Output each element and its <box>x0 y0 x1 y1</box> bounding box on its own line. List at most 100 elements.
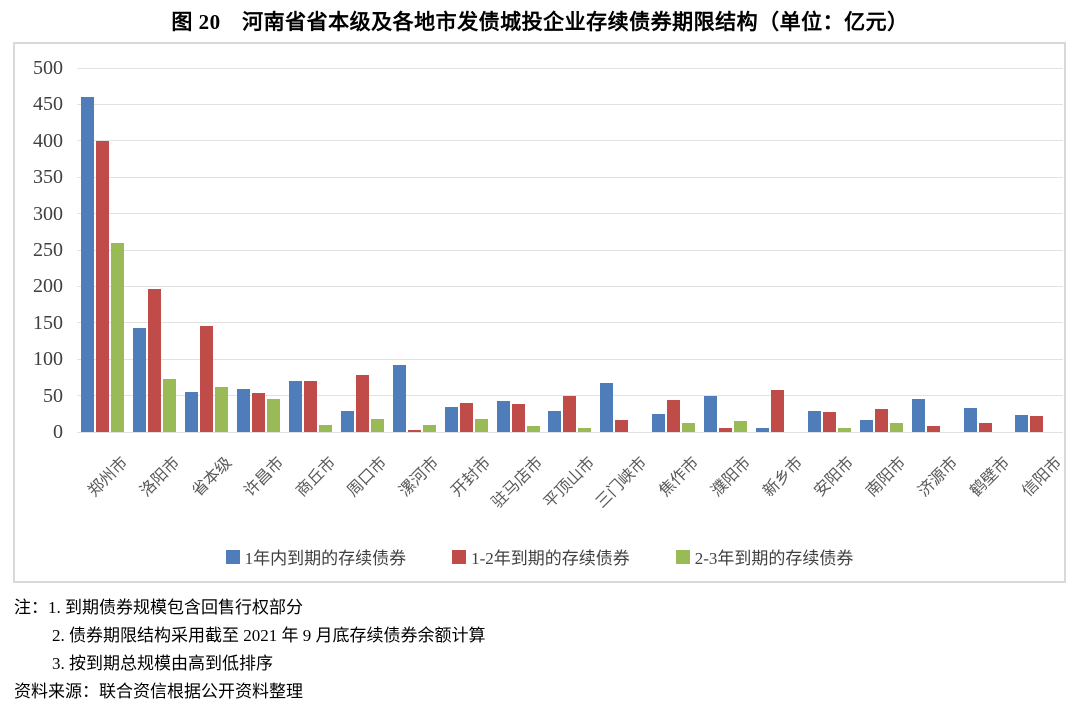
bar-group <box>336 68 388 432</box>
x-axis-category-label: 漯河市 <box>396 454 443 501</box>
legend-label: 1年内到期的存续债券 <box>244 549 407 568</box>
bar <box>319 425 332 432</box>
bar-group <box>907 68 959 432</box>
bar <box>370 418 384 432</box>
bar <box>304 381 317 432</box>
gridline <box>77 358 1063 360</box>
y-axis-tick-label: 200 <box>33 275 63 298</box>
y-axis-tick-label: 50 <box>43 384 63 407</box>
legend-label: 1-2年到期的存续债券 <box>471 549 630 568</box>
gridline <box>77 103 1063 105</box>
chart-legend: 1年内到期的存续债券 1-2年到期的存续债券 2-3年到期的存续债券 <box>15 544 1064 569</box>
x-axis-category-label: 郑州市 <box>85 454 132 501</box>
gridline <box>77 285 1063 287</box>
bar-group <box>803 68 855 432</box>
note-line-1: 注：1. 到期债券规模包含回售行权部分 <box>14 598 303 617</box>
bar <box>1030 415 1044 432</box>
bar <box>807 410 821 432</box>
bar <box>978 422 992 432</box>
x-axis-category-label: 信阳市 <box>1019 454 1066 501</box>
legend-swatch-blue-icon <box>225 549 240 564</box>
x-axis: 郑州市 洛阳市 省本级 许昌市 商丘市 周口市 漯河市 开封市 驻马店市 平顶山市 三门峡市 焦作市濮… <box>77 442 1066 552</box>
bar <box>459 402 473 432</box>
legend-item-1-2y: 1-2年到期的存续债券 <box>452 544 630 569</box>
bar <box>111 242 125 432</box>
y-axis-tick-label: 150 <box>33 311 63 334</box>
bar <box>252 392 266 432</box>
y-axis-tick-label: 0 <box>53 421 63 443</box>
gridline <box>77 67 1063 69</box>
source-line: 资料来源：联合资信根据公开资料整理 <box>14 682 303 701</box>
y-axis-tick-label: 250 <box>33 239 63 261</box>
bar-group <box>596 68 648 432</box>
bar <box>133 327 147 432</box>
gridline <box>77 140 1063 142</box>
bar <box>422 425 436 432</box>
y-axis-tick-label: 350 <box>33 166 63 189</box>
legend-label: 2-3年到期的存续债券 <box>694 549 854 568</box>
bar-group <box>492 68 544 432</box>
bar <box>200 326 214 432</box>
x-axis-category-label: 新乡市 <box>759 454 806 501</box>
y-axis-tick-label: 500 <box>33 57 63 79</box>
x-axis-category-label: 驻马店市 <box>489 454 547 512</box>
note-line-2: 2. 债券期限结构采用截至 2021 年 9 月底存续债券余额计算 <box>52 626 486 645</box>
bar <box>719 428 733 432</box>
bar <box>548 410 562 432</box>
y-axis-tick-label: 100 <box>33 348 63 371</box>
bar <box>81 97 95 432</box>
x-axis-category-label: 焦作市 <box>656 454 703 501</box>
bar <box>340 410 354 432</box>
bar-group <box>648 68 700 432</box>
bar <box>734 421 748 432</box>
bar <box>96 140 110 432</box>
bar <box>496 400 510 432</box>
bar <box>237 389 251 432</box>
bar <box>874 409 888 432</box>
y-axis-tick-label: 400 <box>33 129 63 152</box>
bar <box>407 429 421 432</box>
bar <box>148 289 162 432</box>
x-axis-category-label: 洛阳市 <box>137 454 184 501</box>
x-axis-category-label: 省本级 <box>189 454 236 501</box>
legend-swatch-red-icon <box>452 549 467 564</box>
bar <box>526 426 540 432</box>
bar <box>615 420 629 432</box>
bar <box>652 413 666 432</box>
x-axis-category-label: 濮阳市 <box>707 454 754 501</box>
bar-group <box>285 68 337 432</box>
y-axis-tick-label: 450 <box>33 93 63 116</box>
x-axis-category-label: 三门峡市 <box>592 454 651 512</box>
bar <box>682 422 696 432</box>
bar-group <box>959 68 1011 432</box>
bar <box>289 381 302 432</box>
footnotes: 注：1. 到期债券规模包含回售行权部分 2. 债券期限结构采用截至 2021 年… <box>14 594 1014 706</box>
bar-group <box>752 68 804 432</box>
gridline <box>77 176 1063 178</box>
bar-group <box>1011 68 1063 432</box>
note-line-3: 3. 按到期总规模由高到低排序 <box>52 654 273 673</box>
bar <box>926 426 940 432</box>
bar-group <box>388 68 440 432</box>
bar <box>667 399 681 432</box>
bar <box>822 412 836 432</box>
bar <box>563 396 577 432</box>
bar <box>889 423 903 432</box>
x-axis-category-label: 南阳市 <box>863 454 910 501</box>
gridline <box>77 249 1063 251</box>
chart-area: 0 50 100 150 200 250 300 350 400 450 500 郑州市 洛阳市 省本级… <box>13 42 1066 583</box>
bar <box>771 389 785 432</box>
bar-group <box>440 68 492 432</box>
bar <box>837 427 851 432</box>
bar-group <box>233 68 285 432</box>
y-axis-tick-label: 300 <box>33 202 63 225</box>
bar-group <box>700 68 752 432</box>
bar-group <box>181 68 233 432</box>
legend-item-1y: 1年内到期的存续债券 <box>225 544 407 569</box>
bar-group <box>544 68 596 432</box>
bar <box>911 398 925 432</box>
x-axis-category-label: 鹤壁市 <box>967 454 1014 501</box>
bar <box>444 406 458 432</box>
bar <box>163 378 177 432</box>
bar <box>267 398 281 432</box>
